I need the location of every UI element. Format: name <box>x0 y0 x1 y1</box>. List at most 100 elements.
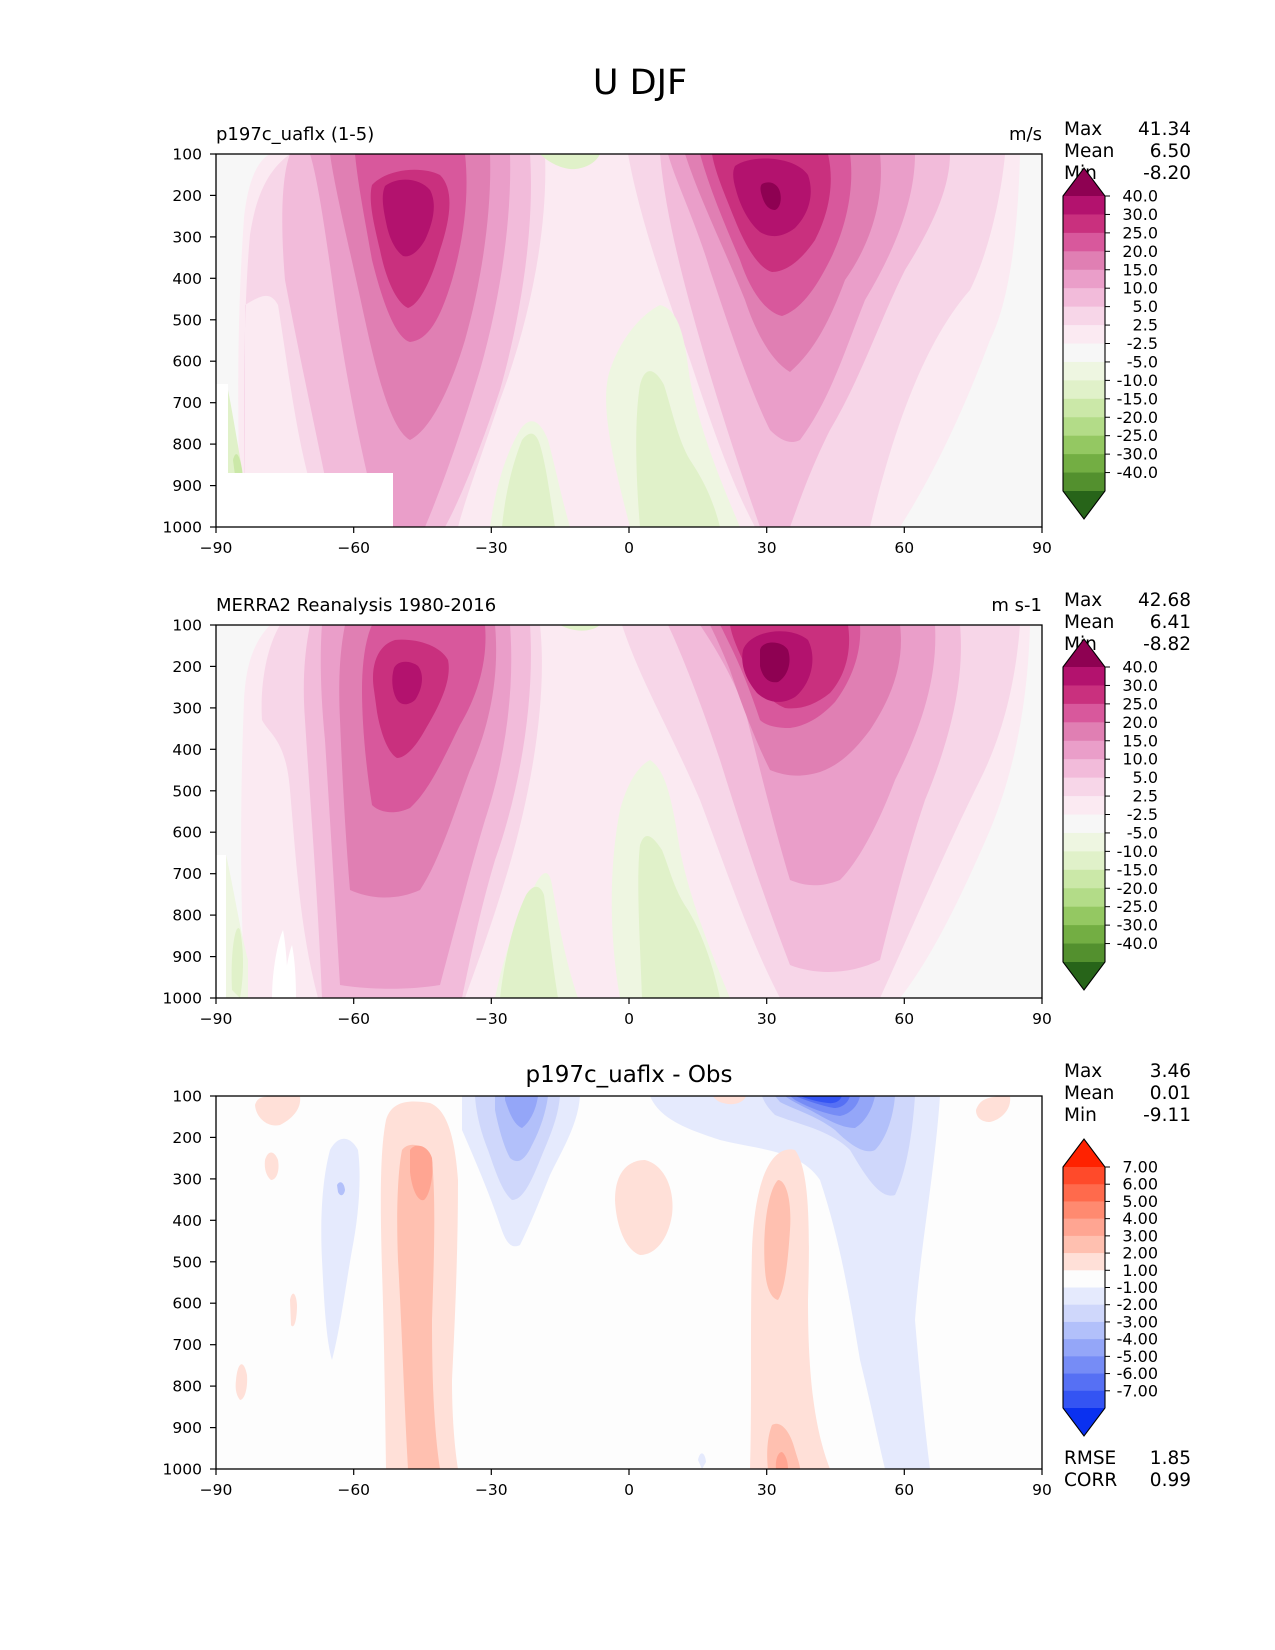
colorbar-segment <box>1063 398 1105 418</box>
colorbar: 7.006.005.004.003.002.001.00-1.00-2.00-3… <box>1062 1138 1158 1437</box>
stat-label-max: Max <box>1064 590 1102 611</box>
y-tick-label: 100 <box>172 1088 202 1106</box>
stat-label-mean: Mean <box>1064 141 1114 162</box>
colorbar-extend-max <box>1063 639 1105 667</box>
colorbar-label: 20.0 <box>1122 242 1158 261</box>
colorbar-segment <box>1063 1167 1105 1185</box>
y-tick-label: 200 <box>172 658 202 676</box>
colorbar-segment <box>1063 906 1105 926</box>
colorbar-label: -40.0 <box>1117 463 1158 482</box>
panel-units: m s-1 <box>991 595 1042 616</box>
colorbar-label: 25.0 <box>1122 694 1158 713</box>
colorbar-label: -2.5 <box>1127 334 1158 353</box>
colorbar-segment <box>1063 832 1105 852</box>
skill-stats: RMSE 1.85 CORR 0.99 <box>1064 1448 1191 1491</box>
colorbar-segment <box>1063 722 1105 742</box>
y-tick-label: 700 <box>172 1336 202 1354</box>
colorbar-segment <box>1063 288 1105 308</box>
x-axis: −90 −60 −30 0 30 60 90 <box>200 1469 1052 1499</box>
x-tick-label: 90 <box>1032 539 1052 557</box>
colorbar-segment <box>1063 196 1105 215</box>
colorbar-segment <box>1063 1253 1105 1271</box>
x-axis: −90 −60 −30 0 30 60 90 <box>200 527 1052 557</box>
colorbar-extend-min <box>1063 491 1105 519</box>
y-tick-label: 600 <box>172 353 202 371</box>
colorbar-segment <box>1063 703 1105 723</box>
colorbar-segment <box>1063 851 1105 871</box>
stat-label-corr: CORR <box>1064 1470 1117 1491</box>
colorbar-label: 40.0 <box>1122 187 1158 206</box>
colorbar-label: 5.00 <box>1122 1192 1158 1211</box>
x-tick-label: 30 <box>757 539 777 557</box>
colorbar-segment <box>1063 1201 1105 1220</box>
colorbar-segment <box>1063 667 1105 686</box>
panel-title-left: p197c_uaflx (1-5) <box>216 124 374 145</box>
x-tick-label: −90 <box>200 539 233 557</box>
colorbar: 40.030.025.020.015.010.05.02.5-2.5-5.0-1… <box>1062 167 1158 520</box>
panel-title: p197c_uaflx - Obs <box>525 1062 732 1088</box>
colorbar-label: -25.0 <box>1117 897 1158 916</box>
colorbar-segment <box>1063 1373 1105 1392</box>
y-tick-label: 1000 <box>163 1461 202 1479</box>
colorbar-segment <box>1063 1270 1105 1288</box>
x-tick-label: 60 <box>894 1010 914 1028</box>
y-tick-label: 900 <box>172 1419 202 1437</box>
panel-difference: p197c_uaflx - Obs 100 200 300 400 500 60… <box>163 1061 1191 1499</box>
y-tick-label: 300 <box>172 1170 202 1188</box>
y-tick-label: 600 <box>172 1295 202 1313</box>
colorbar-segment <box>1063 214 1105 234</box>
y-tick-label: 700 <box>172 865 202 883</box>
colorbar-segment <box>1063 417 1105 437</box>
colorbar-segment <box>1063 814 1105 834</box>
x-tick-label: −90 <box>200 1481 233 1499</box>
colorbar-segment <box>1063 472 1105 492</box>
contour-field <box>216 1096 1042 1469</box>
x-tick-label: −30 <box>475 1010 508 1028</box>
stat-value-corr: 0.99 <box>1150 1470 1191 1491</box>
y-tick-label: 300 <box>172 699 202 717</box>
stat-label-min: Min <box>1064 1105 1097 1126</box>
stat-value-rmse: 1.85 <box>1150 1448 1191 1469</box>
colorbar-label: -10.0 <box>1117 371 1158 390</box>
y-tick-label: 400 <box>172 270 202 288</box>
colorbar-label: 4.00 <box>1122 1209 1158 1228</box>
stat-value-max: 3.46 <box>1150 1061 1191 1082</box>
colorbar-label: -3.00 <box>1117 1312 1158 1331</box>
stat-value-mean: 6.50 <box>1150 141 1191 162</box>
stat-value-min: -9.11 <box>1143 1105 1191 1126</box>
x-tick-label: −60 <box>337 539 370 557</box>
colorbar-segment <box>1063 380 1105 400</box>
colorbar-label: 3.00 <box>1122 1226 1158 1245</box>
colorbar-segment <box>1063 232 1105 252</box>
colorbar-label: -30.0 <box>1117 445 1158 464</box>
panel-title-left: MERRA2 Reanalysis 1980-2016 <box>216 595 496 616</box>
colorbar-label: 40.0 <box>1122 658 1158 677</box>
colorbar-segment <box>1063 306 1105 326</box>
colorbar-label: 5.0 <box>1133 768 1158 787</box>
colorbar-outline <box>1062 1138 1106 1437</box>
colorbar-segment <box>1063 435 1105 455</box>
figure-title: U DJF <box>593 63 687 103</box>
y-tick-label: 800 <box>172 907 202 925</box>
colorbar-extend-max <box>1063 1139 1105 1167</box>
y-tick-label: 400 <box>172 1212 202 1230</box>
y-tick-label: 700 <box>172 394 202 412</box>
colorbar-segment <box>1063 1304 1105 1323</box>
colorbar-label: 5.0 <box>1133 297 1158 316</box>
stat-value-min: -8.82 <box>1143 634 1191 655</box>
colorbar-label: -1.00 <box>1117 1278 1158 1297</box>
stat-label-mean: Mean <box>1064 612 1114 633</box>
colorbar-segment <box>1063 343 1105 363</box>
stat-value-max: 42.68 <box>1138 590 1191 611</box>
colorbar-label: 10.0 <box>1122 279 1158 298</box>
stat-label-max: Max <box>1064 1061 1102 1082</box>
colorbar-extend-max <box>1063 168 1105 196</box>
colorbar-segment <box>1063 251 1105 271</box>
colorbar-segment <box>1063 1287 1105 1306</box>
colorbar-label: 10.0 <box>1122 750 1158 769</box>
colorbar-segment <box>1063 269 1105 289</box>
colorbar-segment <box>1063 1235 1105 1254</box>
y-tick-label: 100 <box>172 617 202 635</box>
y-tick-label: 1000 <box>163 519 202 537</box>
x-tick-label: 30 <box>757 1481 777 1499</box>
